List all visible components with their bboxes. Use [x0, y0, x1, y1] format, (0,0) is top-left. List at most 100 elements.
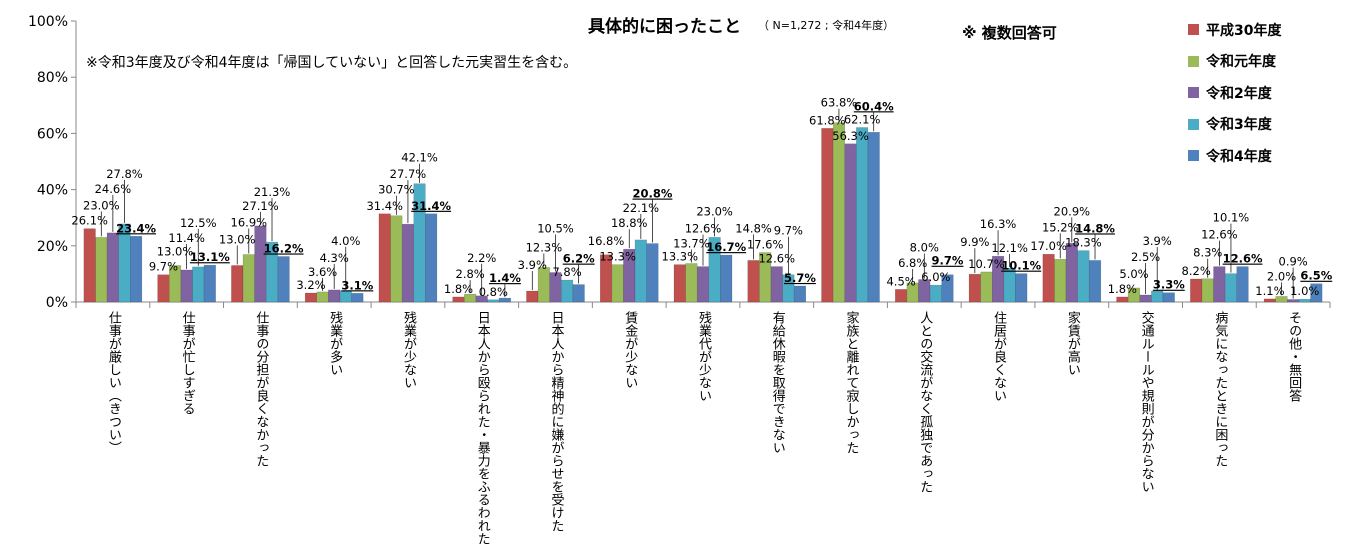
data-label-12-2: 16.3% [980, 217, 1017, 231]
data-label-7-1: 13.3% [599, 250, 636, 264]
category-label: 仕事が忙しすぎる [179, 311, 195, 415]
data-label-7-2: 18.8% [611, 216, 648, 230]
bar-14-3 [1151, 290, 1164, 303]
bar-15-3 [1224, 273, 1238, 303]
bar-16-1 [1275, 296, 1288, 303]
bar-6-1 [537, 267, 550, 303]
bar-5-3 [487, 299, 500, 303]
data-label-7-0: 16.8% [588, 234, 625, 248]
bar-16-2 [1287, 299, 1300, 303]
data-label-3-2: 4.3% [320, 251, 349, 265]
data-label-11-0: 4.5% [886, 274, 915, 288]
data-label-16-0: 1.1% [1255, 284, 1284, 298]
data-label-3-4: 3.1% [341, 278, 373, 292]
bar-0-2 [106, 232, 119, 303]
category-label: 病気になったときに困った [1212, 311, 1228, 467]
bar-12-4 [1015, 273, 1028, 303]
legend-label: 令和4年度 [1206, 148, 1272, 165]
category-label: 仕事の分担が良くなかった [253, 311, 269, 467]
data-label-1-1: 13.0% [157, 244, 194, 258]
bar-8-0 [673, 264, 686, 303]
data-label-8-2: 12.6% [685, 222, 722, 236]
bar-13-0 [1042, 253, 1055, 303]
bar-6-3 [561, 279, 574, 303]
data-label-3-3: 4.0% [331, 234, 360, 248]
data-label-4-3: 42.1% [401, 151, 438, 165]
y-tick-label: 0% [46, 295, 68, 311]
bar-15-4 [1236, 266, 1249, 303]
bar-16-3 [1298, 298, 1311, 303]
data-label-6-2: 10.5% [537, 222, 574, 236]
data-label-11-2: 8.0% [910, 241, 939, 255]
data-label-13-1: 15.2% [1042, 220, 1079, 234]
legend-label: 令和3年度 [1206, 117, 1272, 134]
data-label-2-1: 16.9% [231, 216, 268, 230]
bar-8-1 [685, 263, 698, 303]
data-label-12-3: 12.1% [991, 241, 1028, 255]
legend-item: 平成30年度 [1188, 14, 1281, 46]
bar-3-4 [351, 293, 364, 303]
data-label-10-3: 62.1% [844, 113, 881, 127]
y-tick-label: 60% [37, 126, 68, 142]
bar-7-4 [646, 243, 659, 303]
data-label-0-4: 23.4% [116, 221, 156, 235]
data-label-6-0: 3.9% [518, 258, 547, 272]
bar-3-2 [328, 289, 341, 303]
legend-swatch [1188, 118, 1199, 130]
data-label-13-0: 17.0% [1030, 239, 1067, 253]
bar-8-4 [720, 254, 733, 303]
data-label-10-4: 60.4% [854, 99, 894, 113]
bar-16-4 [1310, 283, 1323, 303]
category-label: 日本人から殴られた・暴力をふるわれた [474, 311, 490, 545]
data-label-5-1: 2.8% [456, 267, 485, 281]
chart-note: ※令和3年度及び令和4年度は「帰国していない」と回答した元実習生を含む。 [86, 55, 578, 71]
data-label-10-1: 63.8% [821, 96, 858, 110]
bar-11-2 [918, 279, 931, 303]
data-label-8-1: 13.7% [673, 237, 710, 251]
bar-10-2 [844, 143, 857, 303]
data-label-16-2: 0.9% [1279, 254, 1308, 268]
legend-swatch [1188, 87, 1199, 99]
data-label-11-1: 6.8% [898, 256, 927, 270]
bar-11-0 [895, 289, 908, 303]
bar-2-1 [242, 254, 255, 303]
bar-15-2 [1213, 266, 1226, 303]
bar-3-1 [316, 291, 329, 303]
data-label-2-2: 27.1% [242, 199, 279, 213]
data-label-13-4: 14.8% [1075, 221, 1115, 235]
category-label: 残業代が少ない [696, 311, 711, 402]
bar-10-3 [856, 127, 869, 303]
data-label-16-3: 1.0% [1290, 284, 1319, 298]
data-label-9-2: 12.6% [758, 252, 795, 266]
data-label-4-0: 31.4% [366, 199, 403, 213]
category-label: その他・無回答 [1286, 311, 1302, 402]
bar-14-1 [1127, 287, 1141, 303]
bar-6-2 [549, 272, 562, 303]
bar-9-4 [793, 285, 807, 303]
bar-13-2 [1065, 243, 1078, 303]
data-label-13-3: 18.3% [1065, 236, 1102, 250]
bar-14-0 [1116, 296, 1129, 303]
bar-0-1 [95, 237, 108, 303]
label-leader-lines [100, 108, 1294, 299]
legend-label: 平成30年度 [1206, 22, 1282, 39]
bar-10-4 [867, 132, 880, 303]
bar-11-4 [941, 274, 954, 303]
data-label-0-3: 27.8% [106, 167, 143, 181]
y-tick-label: 100% [28, 14, 68, 30]
data-label-0-1: 23.0% [83, 198, 120, 212]
data-label-6-1: 12.3% [526, 240, 563, 254]
data-label-2-4: 16.2% [264, 241, 304, 255]
data-label-1-0: 9.7% [149, 260, 178, 274]
bar-1-2 [180, 269, 193, 303]
data-label-12-0: 9.9% [960, 235, 989, 249]
bar-6-0 [526, 290, 539, 303]
data-label-16-4: 6.5% [1300, 269, 1332, 283]
bar-0-3 [118, 223, 131, 303]
category-label: 残業が少ない [400, 311, 416, 389]
bar-11-3 [929, 284, 942, 303]
bar-9-0 [747, 260, 760, 303]
bar-7-0 [599, 254, 613, 303]
bar-4-1 [390, 215, 403, 303]
y-tick-label: 20% [37, 239, 68, 255]
